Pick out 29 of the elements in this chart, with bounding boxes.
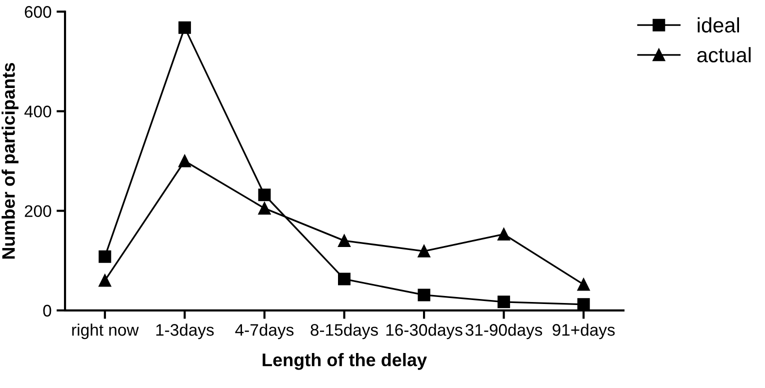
point xyxy=(98,274,112,287)
y-tick-label: 200 xyxy=(24,205,52,218)
x-tick-label: 1-3days xyxy=(156,324,214,340)
point xyxy=(258,188,271,202)
x-axis-title: Length of the delay xyxy=(262,353,427,370)
point xyxy=(577,278,590,291)
x-tick-label: 31-90days xyxy=(466,324,542,340)
x-tick-label: 4-7days xyxy=(235,324,294,340)
y-tick-label: 400 xyxy=(24,106,52,118)
y-tick-label: 0 xyxy=(43,304,52,317)
x-tick-label: 91+days xyxy=(552,324,615,340)
point xyxy=(338,234,350,247)
point xyxy=(418,288,430,302)
x-tick-label: right now xyxy=(72,324,139,340)
point xyxy=(98,250,112,263)
legend-label: actual xyxy=(697,47,751,62)
point xyxy=(577,298,590,311)
y-axis-title: Number of participants xyxy=(2,62,18,259)
x-tick-label: 16-30days xyxy=(386,324,462,340)
point xyxy=(258,202,271,215)
point xyxy=(498,296,510,308)
point xyxy=(418,244,430,258)
point xyxy=(178,154,191,168)
y-tick-label: 600 xyxy=(24,6,52,18)
legend-label: ideal xyxy=(698,17,740,33)
point xyxy=(498,228,510,240)
point xyxy=(338,272,350,286)
x-tick-label: 8-15days xyxy=(310,324,378,340)
point xyxy=(178,21,191,34)
